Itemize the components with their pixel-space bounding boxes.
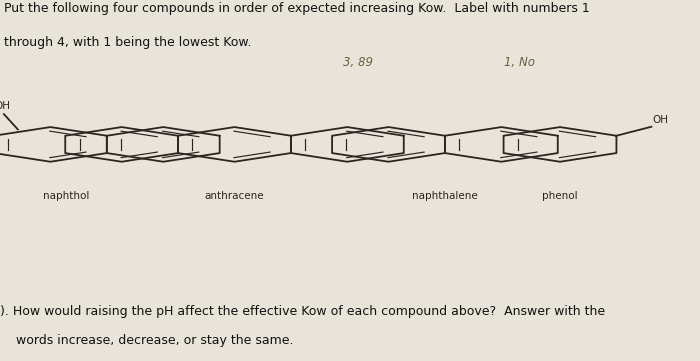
- Text: ). How would raising the pH affect the effective Kow of each compound above?  An: ). How would raising the pH affect the e…: [0, 305, 605, 318]
- Text: Put the following four compounds in order of expected increasing Kow.  Label wit: Put the following four compounds in orde…: [4, 2, 589, 15]
- Text: 3, 89: 3, 89: [343, 56, 373, 69]
- Text: OH: OH: [653, 115, 668, 125]
- Text: anthracene: anthracene: [204, 191, 265, 201]
- Text: naphthalene: naphthalene: [412, 191, 478, 201]
- Text: naphthol: naphthol: [43, 191, 90, 201]
- Text: OH: OH: [0, 100, 10, 110]
- Text: 1, No: 1, No: [504, 56, 535, 69]
- Text: words increase, decrease, or stay the same.: words increase, decrease, or stay the sa…: [0, 334, 293, 347]
- Text: phenol: phenol: [542, 191, 578, 201]
- Text: through 4, with 1 being the lowest Kow.: through 4, with 1 being the lowest Kow.: [4, 36, 251, 49]
